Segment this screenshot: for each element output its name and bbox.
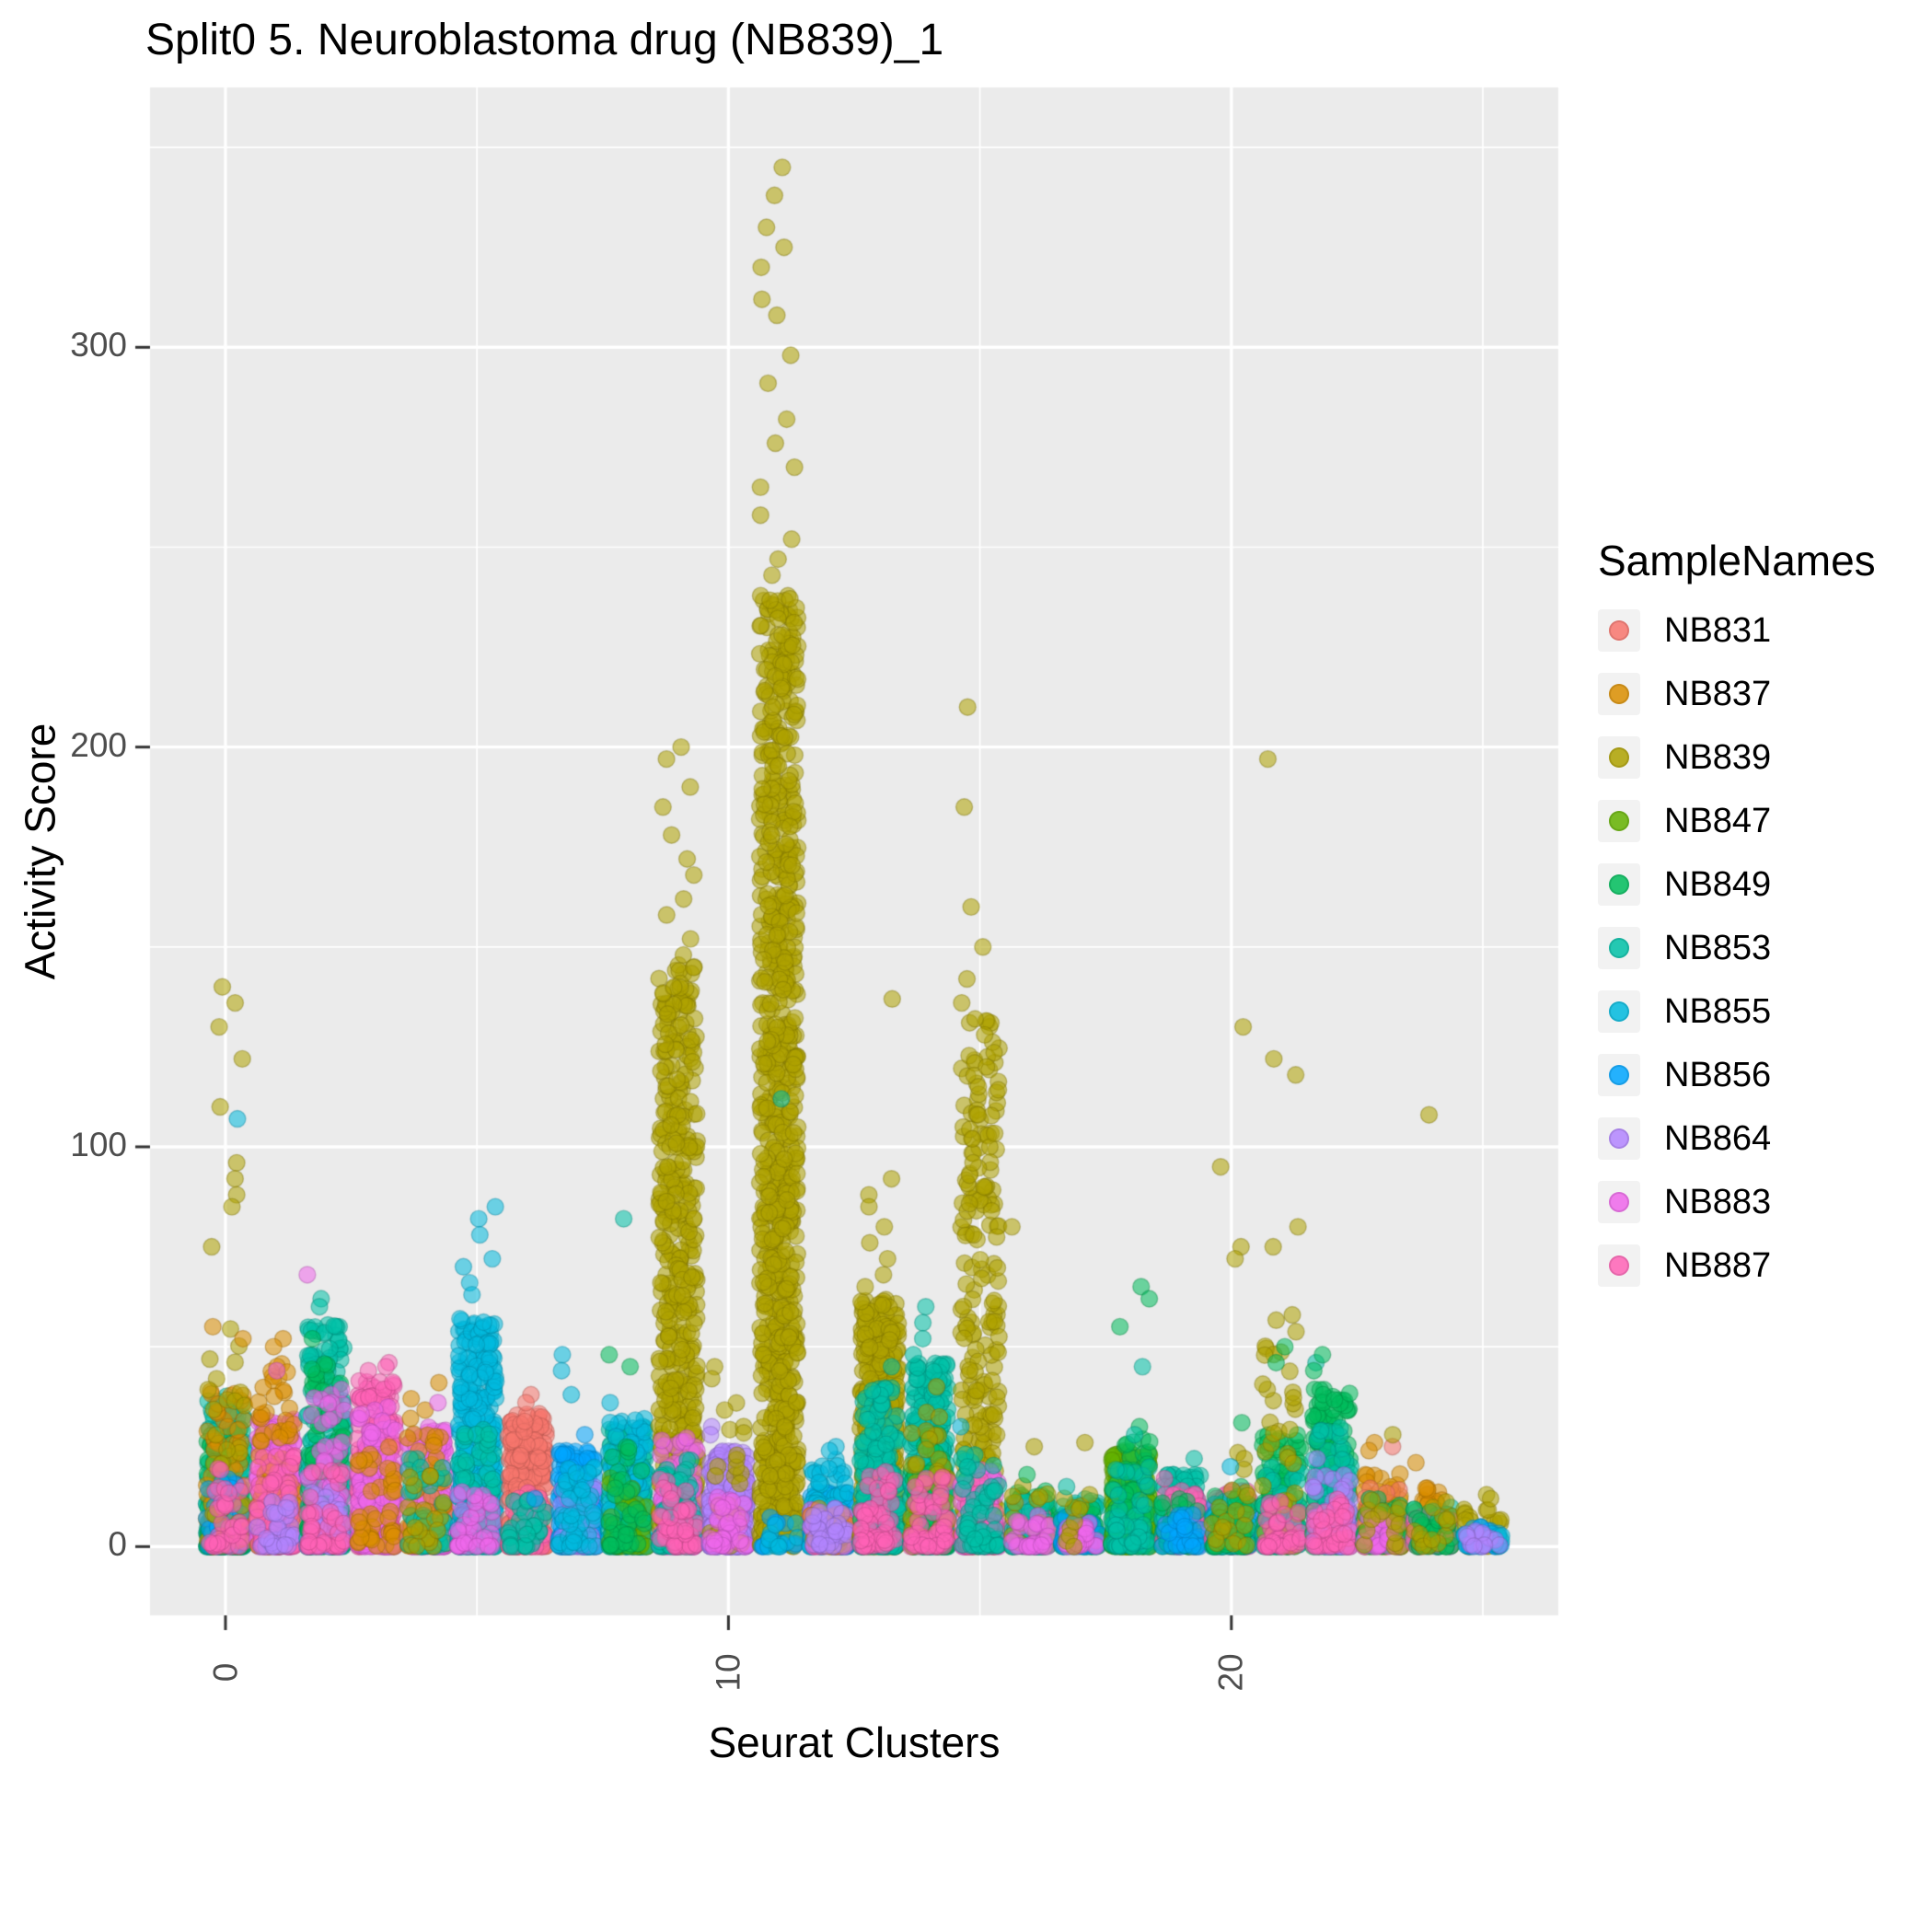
legend-point-icon <box>1609 1065 1629 1085</box>
legend-label: NB847 <box>1664 801 1772 840</box>
y-tick-label: 300 <box>70 326 127 364</box>
legend-label: NB887 <box>1664 1245 1772 1285</box>
legend-point-icon <box>1609 1128 1629 1149</box>
legend-item-NB853: NB853 <box>1598 927 1876 969</box>
legend-label: NB849 <box>1664 864 1772 904</box>
legend-title: SampleNames <box>1598 537 1876 584</box>
legend: SampleNames NB831 NB837 NB839 NB847 NB849 NB8… <box>1598 536 1876 1308</box>
x-tick-label-text: 20 <box>1211 1653 1250 1692</box>
legend-key <box>1598 1054 1640 1096</box>
legend-key <box>1598 990 1640 1033</box>
legend-label: NB855 <box>1664 991 1772 1031</box>
legend-label: NB839 <box>1664 737 1772 777</box>
legend-label: NB853 <box>1664 928 1772 967</box>
legend-label: NB883 <box>1664 1182 1772 1221</box>
legend-key <box>1598 1117 1640 1160</box>
legend-key <box>1598 736 1640 779</box>
y-tick-label: 100 <box>70 1125 127 1163</box>
legend-point-icon <box>1609 811 1629 831</box>
legend-key <box>1598 863 1640 906</box>
y-axis-title: Activity Score <box>7 575 72 1128</box>
legend-item-NB887: NB887 <box>1598 1244 1876 1287</box>
legend-key <box>1598 800 1640 842</box>
legend-item-NB855: NB855 <box>1598 990 1876 1033</box>
legend-label: NB831 <box>1664 610 1772 650</box>
legend-key <box>1598 673 1640 715</box>
legend-point-icon <box>1609 874 1629 895</box>
legend-key <box>1598 1244 1640 1287</box>
x-tick-label-text: 10 <box>709 1653 747 1692</box>
x-tick-label-text: 0 <box>205 1662 244 1683</box>
legend-point-icon <box>1609 1255 1629 1276</box>
legend-item-NB856: NB856 <box>1598 1054 1876 1096</box>
legend-label: NB837 <box>1664 674 1772 713</box>
legend-key <box>1598 1181 1640 1223</box>
x-axis-title: Seurat Clusters <box>708 1718 1001 1766</box>
legend-item-NB883: NB883 <box>1598 1181 1876 1223</box>
legend-key <box>1598 609 1640 652</box>
legend-point-icon <box>1609 747 1629 768</box>
legend-item-NB864: NB864 <box>1598 1117 1876 1160</box>
y-tick-label: 200 <box>70 725 127 764</box>
x-tick-label: 20 <box>1186 1626 1278 1718</box>
legend-point-icon <box>1609 1192 1629 1212</box>
legend-label: NB864 <box>1664 1118 1772 1158</box>
y-tick-label: 0 <box>108 1525 127 1564</box>
x-tick-label: 10 <box>682 1626 774 1718</box>
legend-item-NB847: NB847 <box>1598 800 1876 842</box>
legend-key <box>1598 927 1640 969</box>
legend-item-NB837: NB837 <box>1598 673 1876 715</box>
plot-title: Split0 5. Neuroblastoma drug (NB839)_1 <box>145 16 944 64</box>
legend-item-NB839: NB839 <box>1598 736 1876 779</box>
legend-label: NB856 <box>1664 1055 1772 1094</box>
legend-point-icon <box>1609 1001 1629 1022</box>
legend-point-icon <box>1609 620 1629 641</box>
legend-items: NB831 NB837 NB839 NB847 NB849 NB853 NB855 NB856… <box>1598 609 1876 1287</box>
x-tick-label: 0 <box>179 1626 272 1718</box>
legend-item-NB849: NB849 <box>1598 863 1876 906</box>
legend-point-icon <box>1609 684 1629 704</box>
legend-point-icon <box>1609 938 1629 958</box>
legend-item-NB831: NB831 <box>1598 609 1876 652</box>
